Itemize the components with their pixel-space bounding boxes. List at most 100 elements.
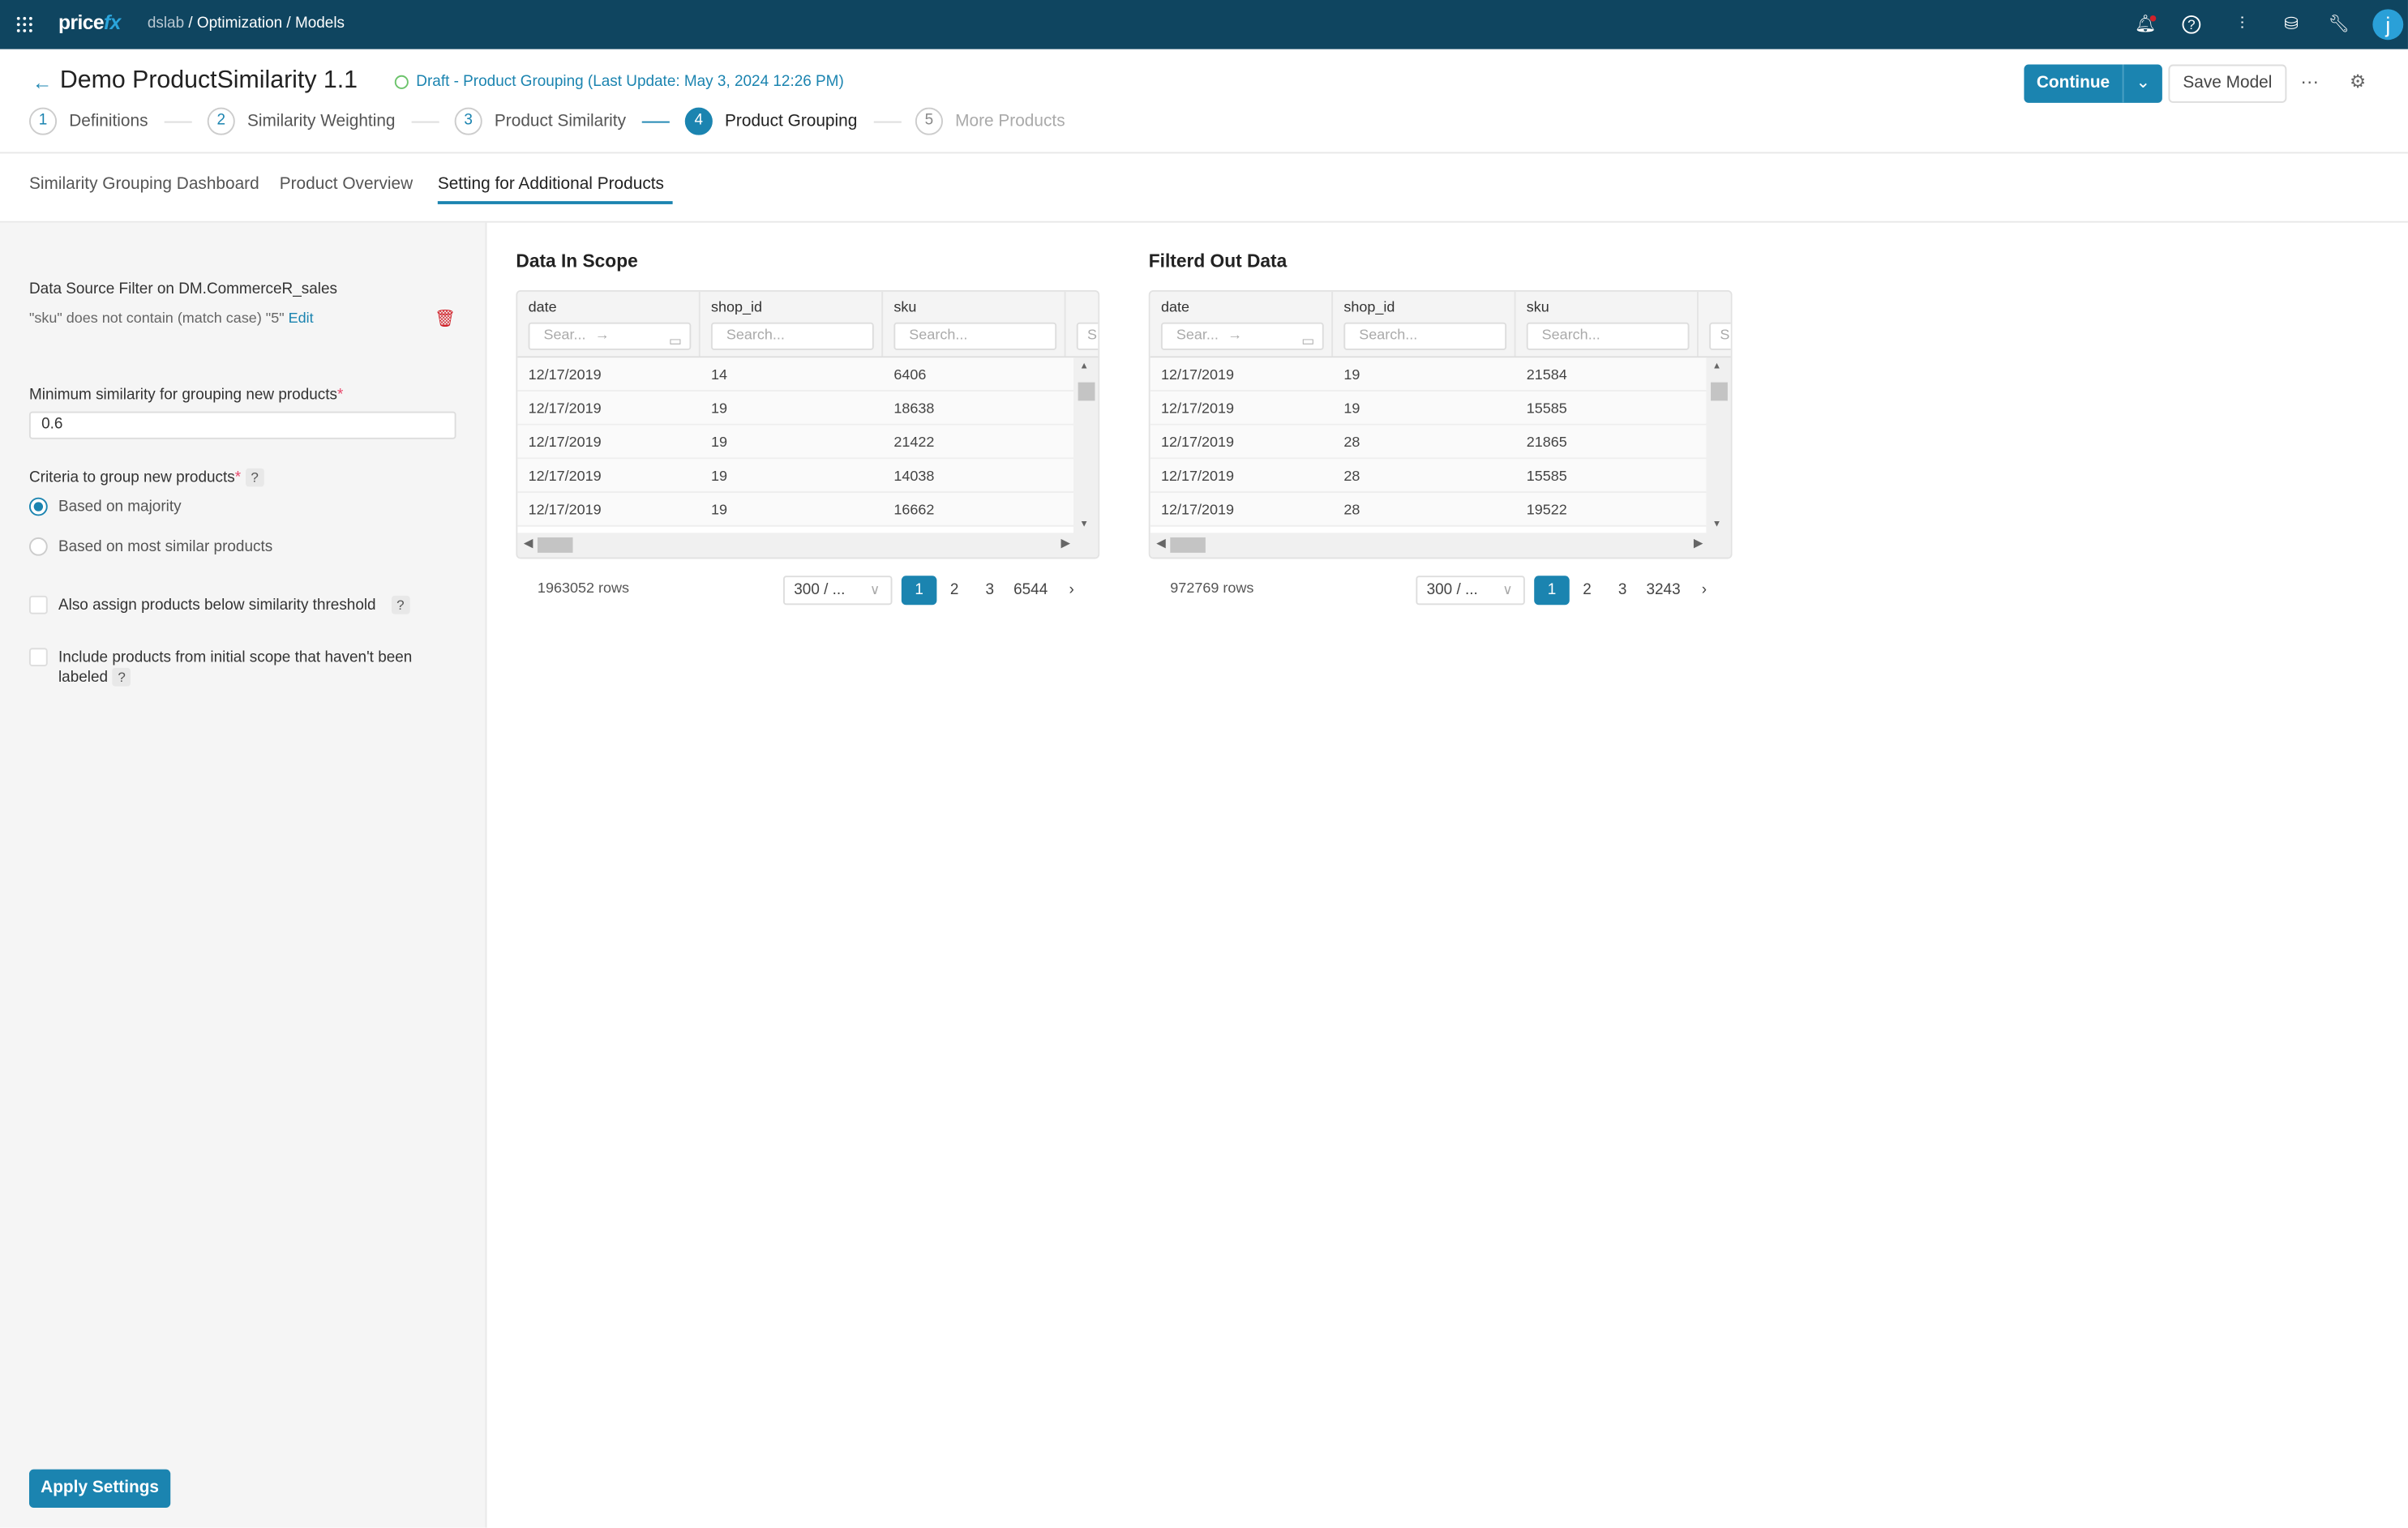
column-search-input[interactable]: Sear... → ▭: [1160, 322, 1324, 350]
scroll-up-icon[interactable]: ▲: [1712, 362, 1722, 372]
breadcrumb-root[interactable]: dslab: [147, 15, 185, 32]
table-row[interactable]: 12/17/2019 28 21865: [1150, 425, 1708, 460]
help-icon[interactable]: ?: [112, 667, 131, 687]
page-3[interactable]: 3: [1617, 581, 1627, 599]
checkbox-include-unlabeled[interactable]: Include products from initial scope that…: [28, 648, 412, 687]
table-row[interactable]: 12/17/2019 19 16662: [517, 493, 1075, 527]
scrollbar-thumb[interactable]: [1170, 537, 1206, 553]
status-circle-icon: [394, 75, 409, 89]
data-table: date Sear... → ▭ shop_id Search... sku Search..…: [1148, 289, 1733, 559]
table-cell: 15585: [1526, 400, 1567, 418]
page-3243[interactable]: 3243: [1646, 581, 1681, 599]
wrench-icon[interactable]: 🔧︎: [2328, 15, 2350, 34]
scroll-left-icon[interactable]: ◀: [523, 536, 533, 550]
step-definitions[interactable]: 1 Definitions: [28, 107, 148, 135]
column-search-input[interactable]: Search...: [1343, 322, 1507, 350]
radio-selected[interactable]: [28, 497, 48, 516]
status-text: Draft - Product Grouping (Last Update: M…: [394, 74, 844, 91]
column-header[interactable]: date: [528, 299, 557, 317]
column-header[interactable]: shop_id: [1343, 299, 1395, 317]
radio-based-on-most-similar[interactable]: Based on most similar products: [28, 537, 272, 556]
column-search-input[interactable]: Search...: [893, 322, 1057, 350]
step-product-grouping[interactable]: 4 Product Grouping: [684, 107, 857, 135]
page-2[interactable]: 2: [1583, 581, 1592, 599]
user-avatar[interactable]: j: [2372, 9, 2404, 41]
column-header[interactable]: shop_id: [710, 299, 763, 317]
column-search-input[interactable]: Search...: [710, 322, 874, 350]
scroll-up-icon[interactable]: ▲: [1079, 362, 1089, 372]
save-model-button[interactable]: Save Model: [2168, 64, 2287, 103]
table-row[interactable]: 12/17/2019 28 15585: [1150, 459, 1708, 494]
help-icon[interactable]: ?: [2182, 15, 2201, 34]
edit-filter-link[interactable]: Edit: [288, 310, 314, 327]
next-page-chevron-icon[interactable]: ›: [1701, 581, 1707, 599]
page-1[interactable]: 1: [901, 576, 937, 606]
help-icon[interactable]: ?: [391, 595, 410, 614]
column-search-input[interactable]: S: [1076, 322, 1099, 350]
column-header[interactable]: sku: [893, 299, 917, 317]
column-header[interactable]: date: [1160, 299, 1189, 317]
step-product-similarity[interactable]: 3 Product Similarity: [454, 107, 626, 135]
checkbox[interactable]: [28, 648, 48, 667]
continue-dropdown-chevron-icon[interactable]: ⌄: [2122, 64, 2162, 103]
table-row[interactable]: 12/17/2019 19 14038: [517, 459, 1075, 494]
column-search-input[interactable]: Sear... → ▭: [528, 322, 692, 350]
checkbox-assign-below-threshold[interactable]: Also assign products below similarity th…: [28, 595, 410, 614]
scroll-right-icon[interactable]: ▶: [1060, 536, 1071, 550]
step-connector: [164, 121, 192, 123]
breadcrumb: dslab / Optimization / Models: [148, 15, 345, 32]
apply-settings-button[interactable]: Apply Settings: [28, 1469, 171, 1509]
calendar-icon[interactable]: ▭: [668, 333, 682, 349]
scroll-down-icon[interactable]: ▼: [1712, 520, 1722, 530]
tab-similarity-grouping-dashboard[interactable]: Similarity Grouping Dashboard: [28, 174, 259, 194]
tab-setting-additional-products[interactable]: Setting for Additional Products: [437, 174, 664, 194]
page-2[interactable]: 2: [949, 581, 959, 599]
radio-unselected[interactable]: [28, 537, 48, 556]
scroll-left-icon[interactable]: ◀: [1156, 536, 1166, 550]
page-size-select[interactable]: 300 / ... ∨: [782, 576, 893, 606]
tab-product-overview[interactable]: Product Overview: [279, 174, 413, 194]
scroll-down-icon[interactable]: ▼: [1079, 520, 1089, 530]
page-3[interactable]: 3: [985, 581, 995, 599]
continue-button[interactable]: Continue: [2036, 73, 2110, 92]
vertical-scrollbar[interactable]: ▲ ▼: [1073, 357, 1099, 535]
page-6544[interactable]: 6544: [1013, 581, 1048, 599]
column-header[interactable]: sku: [1526, 299, 1549, 317]
breadcrumb-path[interactable]: / Optimization / Models: [188, 15, 345, 32]
help-icon[interactable]: ?: [245, 468, 264, 487]
table-row[interactable]: 12/17/2019 28 19522: [1150, 493, 1708, 527]
page-size-select[interactable]: 300 / ... ∨: [1416, 576, 1525, 606]
table-row[interactable]: 12/17/2019 19 21422: [517, 425, 1075, 460]
radio-based-on-majority[interactable]: Based on majority: [28, 497, 182, 516]
table-row[interactable]: 12/17/2019 19 18638: [517, 391, 1075, 426]
checkbox[interactable]: [28, 595, 48, 614]
table-row[interactable]: 12/17/2019 19 15585: [1150, 391, 1708, 426]
database-icon[interactable]: ⛁: [2284, 15, 2299, 34]
page-1[interactable]: 1: [1534, 576, 1570, 606]
calendar-icon[interactable]: ▭: [1301, 333, 1315, 349]
table-row[interactable]: 12/17/2019 14 6406: [517, 357, 1075, 392]
more-options-icon[interactable]: ···: [2300, 71, 2320, 92]
column-search-input[interactable]: Search...: [1526, 322, 1690, 350]
app-grid-icon[interactable]: [16, 16, 32, 32]
column-search-input[interactable]: S: [1709, 322, 1731, 350]
scrollbar-thumb[interactable]: [537, 537, 573, 553]
scrollbar-thumb[interactable]: [1711, 382, 1728, 401]
vertical-scrollbar[interactable]: ▲ ▼: [1706, 357, 1731, 535]
back-arrow-icon[interactable]: ←: [32, 71, 53, 94]
sliders-icon[interactable]: ⫶: [2239, 15, 2244, 34]
table-row[interactable]: 12/17/2019 19 21584: [1150, 357, 1708, 392]
horizontal-scrollbar[interactable]: ◀ ▶: [517, 533, 1099, 558]
step-more-products[interactable]: 5 More Products: [915, 107, 1065, 135]
pricefx-logo[interactable]: pricefx: [58, 11, 121, 34]
bell-icon[interactable]: 🔔︎: [2134, 15, 2157, 34]
delete-trash-icon[interactable]: 🗑︎: [435, 310, 456, 329]
min-similarity-input[interactable]: 0.6: [28, 411, 456, 439]
step-similarity-weighting[interactable]: 2 Similarity Weighting: [207, 107, 396, 135]
scroll-right-icon[interactable]: ▶: [1693, 536, 1703, 550]
divider: [0, 152, 2408, 154]
horizontal-scrollbar[interactable]: ◀ ▶: [1150, 533, 1731, 558]
settings-gear-icon[interactable]: ⚙︎: [2349, 71, 2367, 92]
scrollbar-thumb[interactable]: [1078, 382, 1095, 401]
next-page-chevron-icon[interactable]: ›: [1069, 581, 1074, 599]
